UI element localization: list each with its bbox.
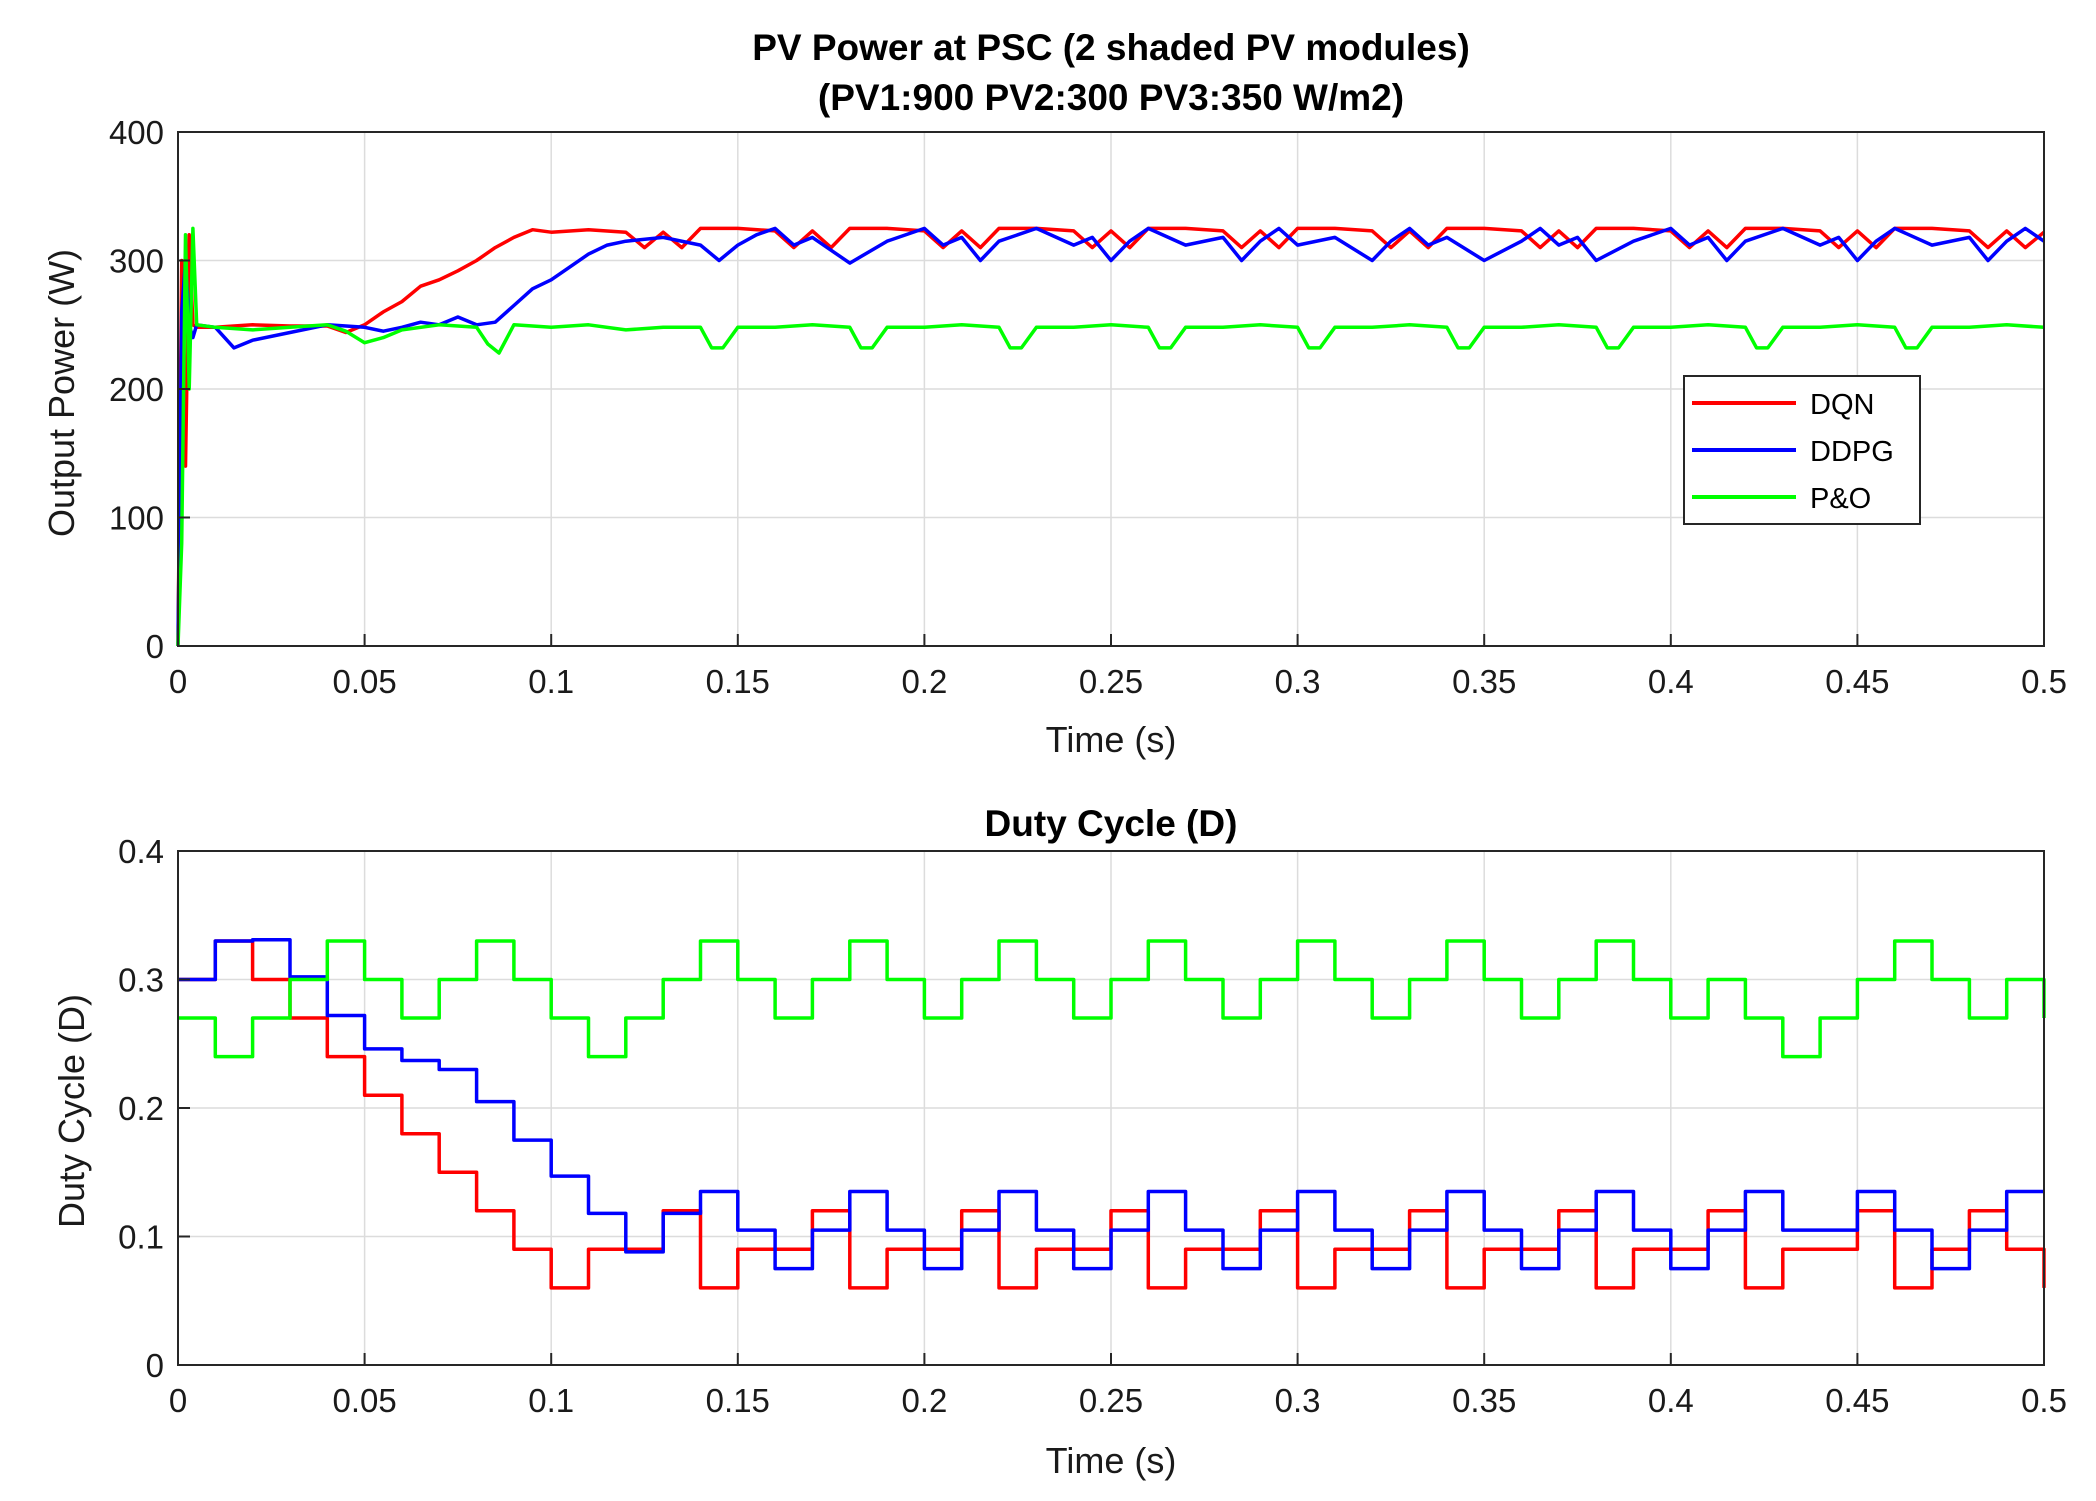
duty-chart-xtick-label: 0.2 [901,1382,947,1419]
power-chart-xtick-label: 0.1 [528,663,574,700]
power-chart-ytick-label: 0 [146,628,164,665]
power-chart-series-dqn [176,226,2046,647]
power-chart-title-line-2: (PV1:900 PV2:300 PV3:350 W/m2) [818,77,1404,118]
power-chart-xtick-label: 0.45 [1825,663,1889,700]
duty-chart-xtick-label: 0.5 [2021,1382,2067,1419]
power-chart-xtick-label: 0.25 [1079,663,1143,700]
duty-chart-xtick-label: 0.35 [1452,1382,1516,1419]
power-chart-xtick-label: 0.3 [1275,663,1321,700]
duty-chart-xtick-label: 0.1 [528,1382,574,1419]
duty-chart-xtick-label: 0 [169,1382,187,1419]
power-chart-series-po [176,226,2045,647]
power-chart-title-line-1: PV Power at PSC (2 shaded PV modules) [752,27,1470,68]
power-chart: PV Power at PSC (2 shaded PV modules) (P… [41,27,2067,760]
duty-chart-title: Duty Cycle (D) [985,803,1238,844]
power-chart-ytick-label: 300 [109,243,164,280]
duty-chart-xtick-label: 0.45 [1825,1382,1889,1419]
power-chart-xtick-label: 0.4 [1648,663,1694,700]
duty-chart-series-po [178,939,2046,1059]
duty-chart-xtick-label: 0.3 [1275,1382,1321,1419]
legend-label-po: P&O [1810,483,1871,515]
power-chart-xtick-label: 0.15 [706,663,770,700]
duty-chart-ytick-label: 0.3 [118,962,164,999]
power-chart-xtick-label: 0.05 [332,663,396,700]
power-chart-series [176,226,2046,647]
power-chart-ylabel: Output Power (W) [41,249,82,537]
duty-chart-x-ticks: 0 0.05 0.1 0.15 0.2 0.25 0.3 0.35 0.4 0.45 0.5 [169,1353,2067,1419]
duty-chart-ytick-label: 0.2 [118,1090,164,1127]
power-chart-y-ticks: 0 100 200 300 400 [109,114,190,665]
power-chart-xtick-label: 0.35 [1452,663,1516,700]
power-chart-x-ticks: 0 0.05 0.1 0.15 0.2 0.25 0.3 0.35 0.4 0.45 0.5 [169,634,2067,700]
legend-label-dqn: DQN [1810,389,1874,421]
power-chart-xtick-label: 0.5 [2021,663,2067,700]
duty-chart-ytick-label: 0 [146,1347,164,1384]
duty-chart-series [178,937,2046,1290]
duty-chart: Duty Cycle (D) 0 0.05 0.1 0.15 0.2 0.25 0.3 0.3… [51,803,2067,1481]
power-chart-xtick-label: 0.2 [901,663,947,700]
legend-label-ddpg: DDPG [1810,436,1894,468]
duty-chart-xtick-label: 0.25 [1079,1382,1143,1419]
power-chart-ytick-label: 200 [109,371,164,408]
power-chart-xtick-label: 0 [169,663,187,700]
power-chart-ytick-label: 400 [109,114,164,151]
duty-chart-xlabel: Time (s) [1046,1440,1177,1481]
duty-chart-xtick-label: 0.05 [332,1382,396,1419]
duty-chart-y-ticks: 0 0.1 0.2 0.3 0.4 [118,833,190,1384]
duty-chart-ytick-label: 0.4 [118,833,164,870]
duty-chart-xtick-label: 0.15 [706,1382,770,1419]
legend: DQN DDPG P&O [1683,375,1921,525]
duty-chart-series-ddpg [178,937,2044,1271]
duty-chart-xtick-label: 0.4 [1648,1382,1694,1419]
power-chart-xlabel: Time (s) [1046,719,1177,760]
power-chart-ytick-label: 100 [109,500,164,537]
duty-chart-ylabel: Duty Cycle (D) [51,994,92,1228]
duty-chart-ytick-label: 0.1 [118,1219,164,1256]
power-chart-series-ddpg [176,226,2045,647]
